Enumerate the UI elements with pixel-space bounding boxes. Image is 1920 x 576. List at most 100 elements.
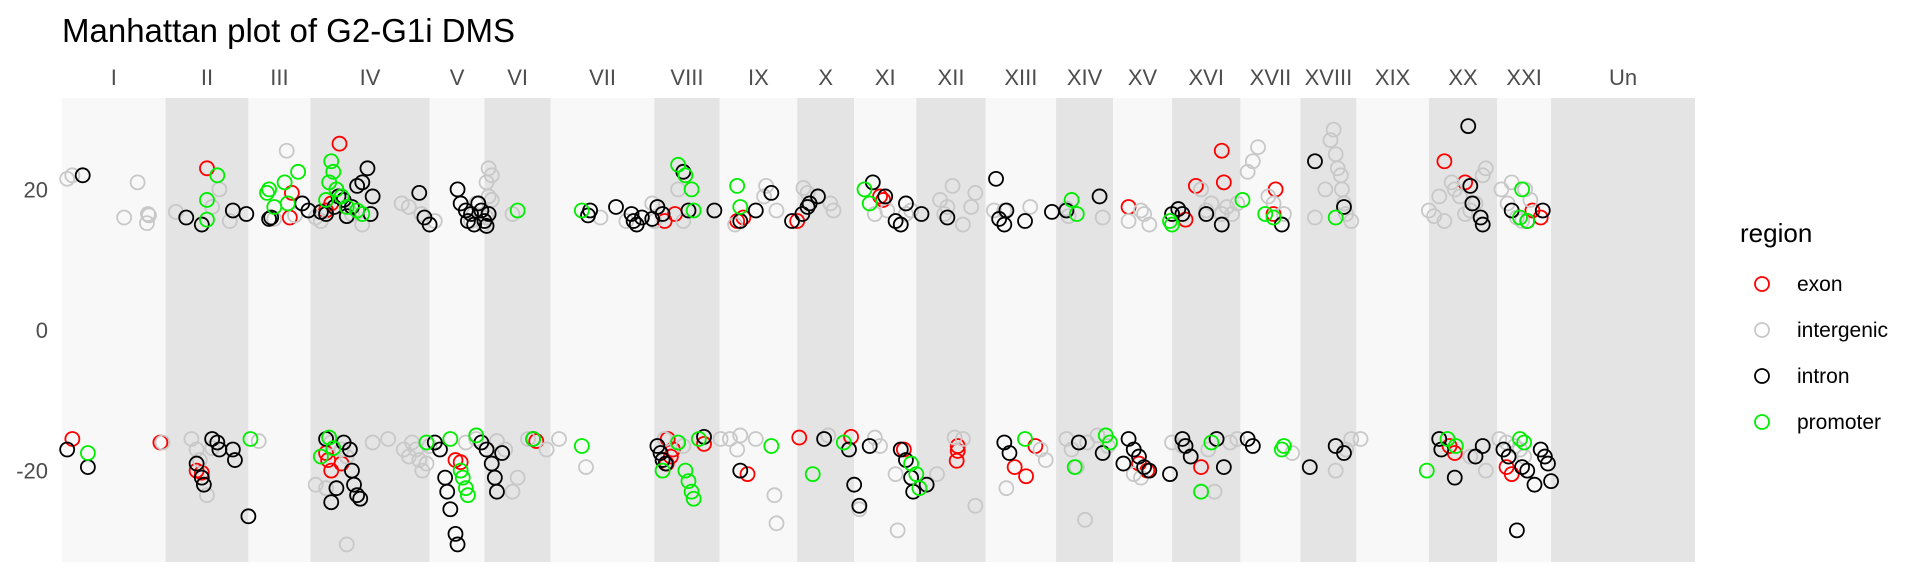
data-point <box>680 473 697 490</box>
data-point <box>872 438 888 454</box>
data-point <box>1244 153 1261 170</box>
data-point <box>677 462 694 479</box>
chromosome-label: XX <box>1448 65 1478 90</box>
chromosome-label: XV <box>1128 65 1158 90</box>
data-point <box>439 483 456 500</box>
data-point <box>221 213 238 229</box>
data-point <box>346 476 362 493</box>
series-promoter <box>79 153 1536 507</box>
chromosome-band-XIII <box>985 98 1057 562</box>
data-point <box>954 216 971 233</box>
data-point <box>1174 206 1191 222</box>
chromosome-band-XXI <box>1497 98 1552 562</box>
data-point <box>193 216 210 233</box>
data-point <box>1307 153 1323 170</box>
data-point <box>209 434 226 451</box>
data-point <box>483 167 500 184</box>
data-point <box>278 142 295 159</box>
data-point <box>418 455 435 472</box>
data-point <box>1174 431 1191 447</box>
data-point <box>1257 206 1274 222</box>
data-point <box>939 199 956 215</box>
data-point <box>768 515 785 532</box>
data-point <box>418 434 435 451</box>
chromosome-label: IV <box>360 65 381 90</box>
legend-label: promoter <box>1797 411 1881 434</box>
data-point <box>1276 206 1292 222</box>
data-point <box>804 466 821 483</box>
data-point <box>287 207 303 224</box>
data-point <box>1460 118 1477 135</box>
data-point <box>1472 209 1489 226</box>
data-point <box>195 476 212 493</box>
data-point <box>1329 160 1346 177</box>
data-point <box>683 483 700 500</box>
data-point <box>892 216 909 233</box>
data-point <box>191 452 208 468</box>
data-point <box>791 429 808 446</box>
chromosome-label: III <box>270 65 288 90</box>
data-point <box>359 160 376 177</box>
data-point <box>312 448 329 465</box>
data-point <box>199 192 215 208</box>
data-point <box>967 497 984 514</box>
data-point <box>318 480 334 497</box>
data-point <box>1522 192 1539 208</box>
chromosome-label: X <box>818 65 833 90</box>
data-point <box>1164 216 1180 233</box>
data-point <box>1446 469 1463 486</box>
data-point <box>338 536 355 553</box>
data-point <box>1089 427 1106 444</box>
data-point <box>1543 473 1559 490</box>
data-point <box>1436 153 1453 170</box>
data-point <box>178 209 195 226</box>
data-point <box>1420 202 1437 219</box>
data-point <box>1273 441 1290 458</box>
data-point <box>331 135 348 152</box>
data-point <box>696 435 712 452</box>
data-point <box>810 188 826 205</box>
data-point <box>141 207 157 224</box>
legend-label: intron <box>1797 365 1850 388</box>
data-point <box>856 181 873 198</box>
data-point <box>1327 209 1344 226</box>
data-point <box>1162 466 1178 483</box>
chromosome-band-XVI <box>1172 98 1241 562</box>
data-point <box>354 206 371 222</box>
data-point <box>400 199 417 215</box>
data-point <box>452 454 469 471</box>
data-point <box>279 195 296 212</box>
data-point <box>263 209 280 226</box>
data-point <box>1534 202 1551 219</box>
data-point <box>861 195 878 212</box>
data-point <box>470 195 487 212</box>
data-point <box>573 202 590 219</box>
data-point <box>323 153 340 170</box>
data-point <box>690 431 707 447</box>
data-point <box>227 452 243 468</box>
data-point <box>1193 459 1209 475</box>
data-point <box>1536 448 1553 465</box>
data-point <box>79 445 96 461</box>
data-point <box>240 508 257 525</box>
data-point <box>1068 206 1085 222</box>
data-point <box>364 188 381 205</box>
data-point <box>325 440 342 457</box>
data-point <box>747 431 764 447</box>
data-point <box>525 431 542 447</box>
data-point <box>929 466 945 483</box>
data-point <box>393 195 410 212</box>
legend-marker <box>1754 322 1770 338</box>
data-point <box>1017 213 1033 229</box>
data-point <box>954 431 971 447</box>
data-point <box>1001 445 1018 461</box>
data-point <box>1091 188 1108 205</box>
data-point <box>712 431 729 447</box>
data-point <box>1307 209 1323 226</box>
data-point <box>1352 431 1369 447</box>
data-point <box>1066 459 1083 475</box>
legend-title: region <box>1740 218 1812 248</box>
data-point <box>1464 195 1481 212</box>
chromosome-label: XIV <box>1067 65 1103 90</box>
data-point <box>1491 431 1508 447</box>
